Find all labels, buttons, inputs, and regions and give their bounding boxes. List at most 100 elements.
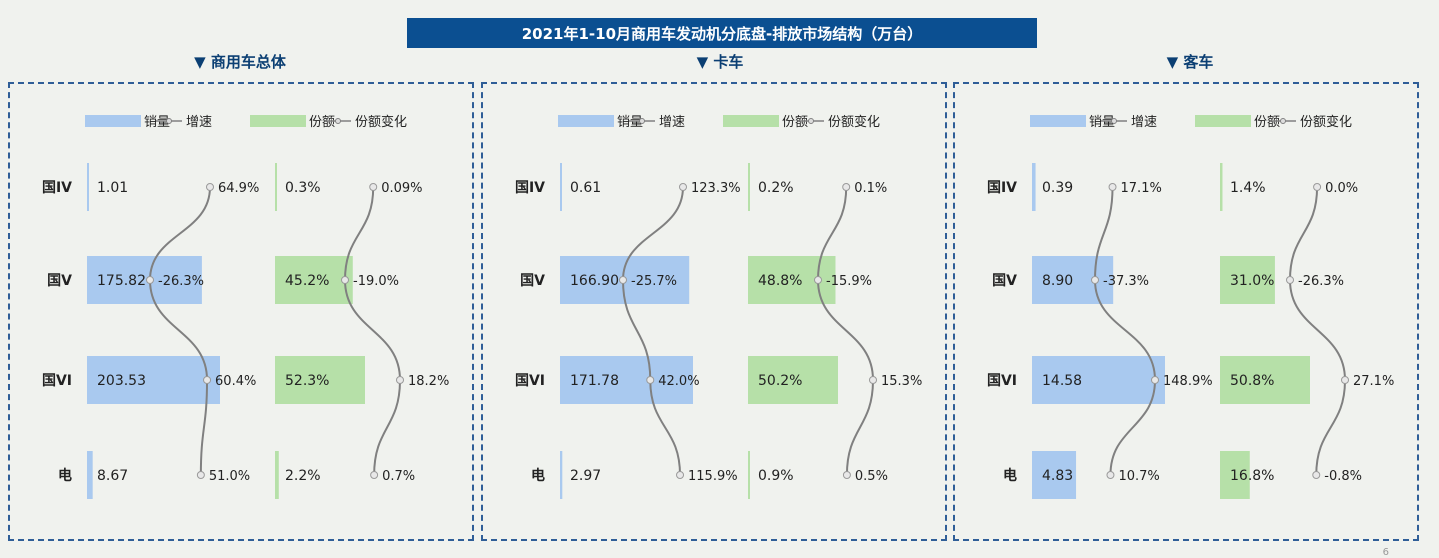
growth-point: [203, 376, 212, 384]
share-value-label: 45.2%: [285, 273, 329, 289]
legend-sales-label: 销量: [1089, 115, 1115, 130]
legend-share-label: 份额: [1254, 115, 1280, 130]
category-label: 国VI: [515, 373, 545, 389]
sales-value-label: 1.01: [97, 180, 128, 196]
share-change-point: [1313, 183, 1322, 191]
panel-title-truck: ▼ 卡车: [696, 52, 744, 71]
growth-value-label: -37.3%: [1103, 274, 1149, 289]
share-bar: [1220, 356, 1310, 404]
category-label: 国V: [47, 273, 72, 289]
share-bar: [1220, 256, 1275, 304]
share-bar: [748, 451, 750, 499]
legend-sales-label: 销量: [617, 115, 643, 130]
share-change-value-label: 15.3%: [881, 374, 922, 389]
sales-bar: [87, 451, 93, 499]
legend-share-change-marker: [808, 118, 814, 124]
growth-value-label: 64.9%: [218, 181, 259, 196]
share-value-label: 52.3%: [285, 373, 329, 389]
share-change-value-label: -19.0%: [353, 274, 399, 289]
sales-bar: [1032, 256, 1114, 304]
legend-share-swatch: [1195, 115, 1251, 127]
legend-sales-swatch: [558, 115, 614, 127]
legend-share-label: 份额: [309, 115, 335, 130]
sales-bar: [560, 451, 563, 499]
growth-value-label: 115.9%: [688, 469, 738, 484]
share-change-point: [842, 183, 851, 191]
growth-point: [1151, 376, 1159, 384]
legend-sales-swatch: [1030, 115, 1086, 127]
growth-point: [1106, 471, 1115, 479]
legend-share-change-marker: [1280, 118, 1286, 124]
share-change-value-label: 0.7%: [382, 469, 415, 484]
share-value-label: 31.0%: [1230, 273, 1274, 289]
category-label: 电: [1003, 467, 1017, 484]
share-bar: [275, 163, 277, 211]
share-bar: [1220, 163, 1223, 211]
legend-share-swatch: [723, 115, 779, 127]
category-label: 国VI: [42, 373, 72, 389]
share-change-value-label: -0.8%: [1324, 469, 1362, 484]
legend-sales-label: 销量: [144, 115, 170, 130]
growth-value-label: -25.7%: [631, 274, 677, 289]
share-change-point: [369, 183, 378, 191]
growth-value-label: 123.3%: [691, 181, 741, 196]
sales-bar: [87, 356, 220, 404]
growth-point: [1108, 183, 1117, 191]
share-change-curve: [343, 186, 402, 476]
panel-title-bus: ▼ 客车: [1166, 52, 1214, 71]
share-change-point: [842, 471, 851, 479]
share-change-point: [370, 471, 379, 479]
legend-growth-label: 增速: [659, 115, 685, 130]
sales-value-label: 203.53: [97, 373, 146, 389]
legend-growth-label: 增速: [1131, 115, 1157, 130]
share-value-label: 0.2%: [758, 180, 794, 196]
share-change-point: [814, 276, 822, 284]
sales-value-label: 4.83: [1042, 468, 1073, 484]
share-change-point: [341, 276, 349, 284]
share-bar: [275, 356, 365, 404]
growth-point: [196, 471, 205, 479]
sales-value-label: 8.90: [1042, 273, 1073, 289]
share-change-value-label: 0.09%: [381, 181, 422, 196]
share-bar: [1220, 451, 1250, 499]
sales-value-label: 0.61: [570, 180, 601, 196]
sales-value-label: 14.58: [1042, 373, 1082, 389]
share-change-point: [1286, 276, 1294, 284]
growth-point: [1091, 276, 1099, 284]
sales-bar: [1032, 451, 1077, 499]
legend-growth-label: 增速: [186, 115, 212, 130]
growth-value-label: 51.0%: [209, 469, 250, 484]
sales-bar: [560, 163, 562, 211]
growth-value-label: 60.4%: [215, 374, 256, 389]
legend-share-change-label: 份额变化: [1300, 114, 1352, 130]
share-change-curve: [1288, 186, 1347, 476]
growth-point: [206, 183, 214, 191]
share-bar: [748, 356, 838, 404]
sales-bar: [1032, 163, 1036, 211]
share-change-value-label: 0.5%: [855, 469, 888, 484]
legend-share-label: 份额: [782, 115, 808, 130]
category-label: 电: [531, 467, 545, 484]
growth-point: [646, 376, 655, 384]
share-change-point: [1312, 471, 1321, 479]
legend-share-change-label: 份额变化: [828, 114, 880, 130]
panel-truck: 销量 增速 份额 份额变化 国IV 国V 国VI 电 0.61 166.90 171.78 2.97 0…: [481, 82, 947, 541]
panel-title-total: ▼ 商用车总体: [194, 52, 286, 71]
legend-share-swatch: [250, 115, 306, 127]
share-value-label: 1.4%: [1230, 180, 1266, 196]
share-value-label: 50.8%: [1230, 373, 1274, 389]
growth-point: [146, 276, 154, 284]
growth-value-label: 10.7%: [1118, 469, 1159, 484]
share-bar: [275, 256, 353, 304]
sales-value-label: 0.39: [1042, 180, 1073, 196]
sales-value-label: 166.90: [570, 273, 619, 289]
page-number: 6: [1382, 547, 1389, 558]
growth-curve: [621, 186, 684, 476]
legend-share-change-label: 份额变化: [355, 114, 407, 130]
growth-point: [676, 471, 685, 479]
category-label: 国V: [992, 273, 1017, 289]
share-bar: [748, 163, 750, 211]
